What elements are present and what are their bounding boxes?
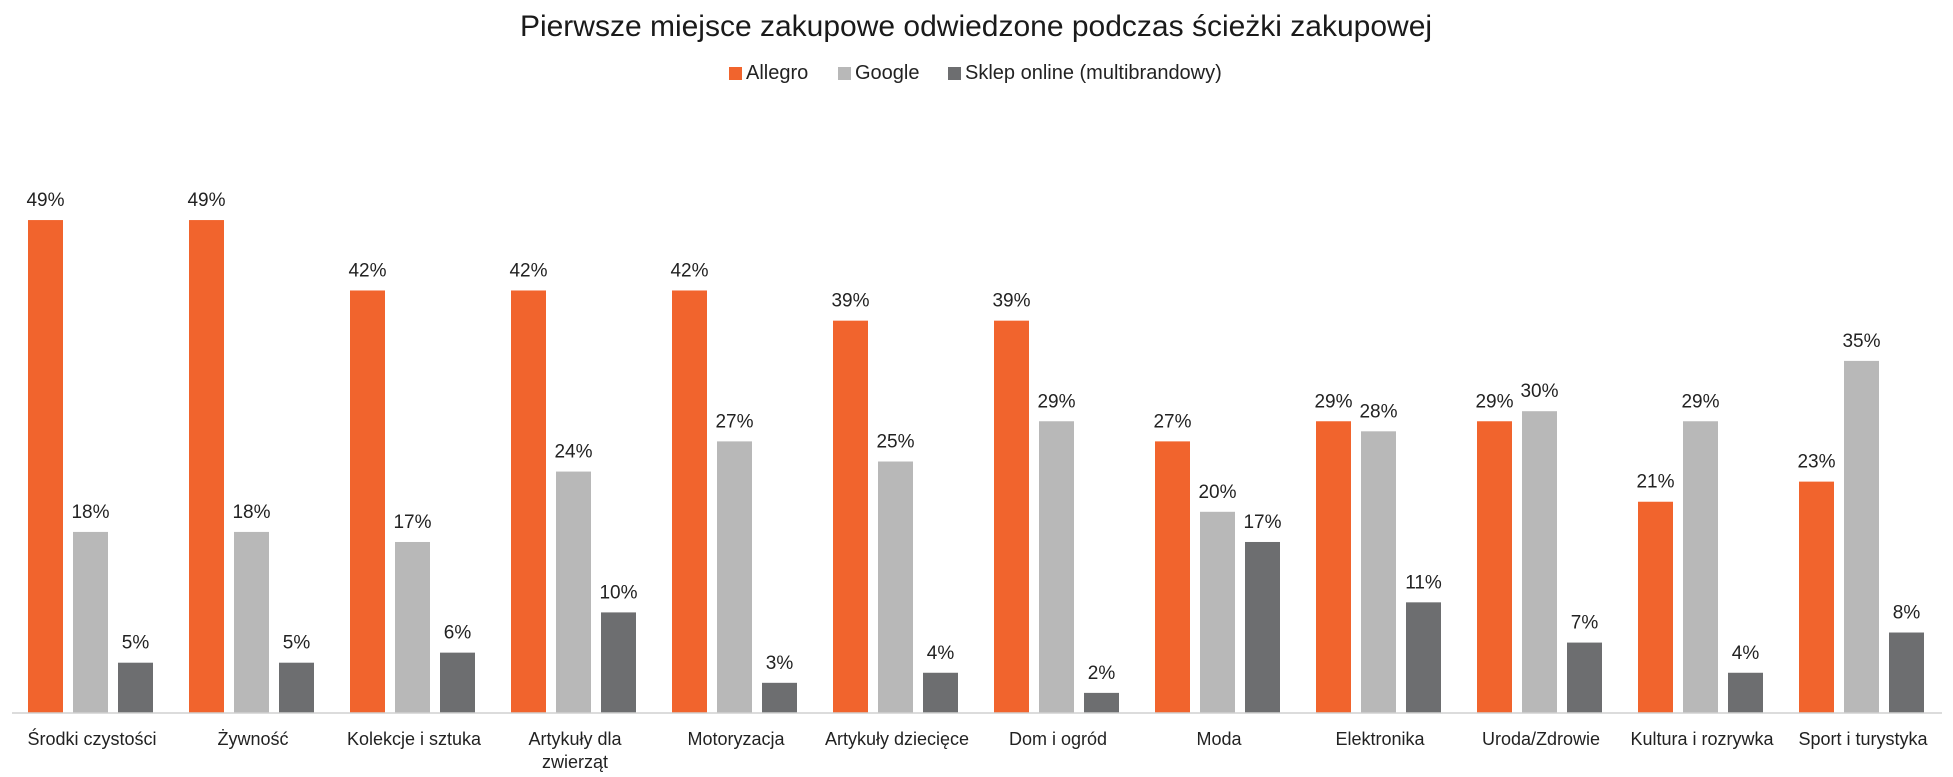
legend-label-2: Google: [855, 62, 920, 84]
value-label-3-5: 3%: [766, 653, 794, 674]
value-labels-group: 49% 18% 5% 49% 18% 5% 42% 17% 6% 42% 24% 10% 42% 27% 3…: [26, 190, 1920, 684]
bar-2-1: [73, 531, 108, 713]
value-label-2-4: 24%: [554, 442, 592, 463]
value-label-3-4: 10%: [599, 582, 637, 603]
bar-3-5: [762, 682, 797, 713]
bar-1-9: [1316, 421, 1351, 713]
value-label-2-1: 18%: [71, 502, 109, 523]
bar-3-9: [1406, 602, 1441, 713]
bar-2-11: [1683, 421, 1718, 713]
bar-2-3: [395, 541, 430, 713]
value-label-1-3: 42%: [348, 260, 386, 281]
x-tick-label-4: Artykuły dla zwierząt: [528, 729, 622, 772]
value-label-3-7: 2%: [1088, 663, 1116, 684]
value-label-1-9: 29%: [1314, 391, 1352, 412]
value-label-3-1: 5%: [122, 633, 150, 654]
value-label-1-5: 42%: [670, 260, 708, 281]
value-label-2-6: 25%: [876, 432, 914, 453]
bar-1-11: [1638, 501, 1673, 713]
value-label-2-12: 35%: [1842, 331, 1880, 352]
bar-3-8: [1245, 541, 1280, 713]
bar-1-6: [833, 320, 868, 713]
bar-3-4: [601, 612, 636, 713]
bar-2-8: [1200, 511, 1235, 713]
bar-3-11: [1728, 672, 1763, 713]
x-tick-label-6: Artykuły dziecięce: [825, 729, 969, 749]
bar-1-1: [28, 220, 63, 713]
x-tick-label-1: Środki czystości: [27, 728, 156, 749]
bar-3-7: [1084, 692, 1119, 713]
value-label-2-9: 28%: [1359, 401, 1397, 422]
value-label-3-11: 4%: [1732, 643, 1760, 664]
value-label-2-11: 29%: [1681, 391, 1719, 412]
value-label-1-11: 21%: [1636, 472, 1674, 493]
chart-title: Pierwsze miejsce zakupowe odwiedzone pod…: [520, 10, 1432, 43]
bar-2-10: [1522, 411, 1557, 713]
bar-2-6: [878, 461, 913, 713]
value-label-1-12: 23%: [1797, 452, 1835, 473]
legend: Allegro Google Sklep online (multibrandowy…: [729, 62, 1222, 84]
x-tick-label-2: Żywność: [217, 729, 288, 749]
x-tick-label-8: Moda: [1196, 729, 1242, 749]
value-label-1-1: 49%: [26, 190, 64, 211]
value-label-1-2: 49%: [187, 190, 225, 211]
x-tick-label-10: Uroda/Zdrowie: [1482, 729, 1600, 749]
bar-3-6: [923, 672, 958, 713]
value-label-3-12: 8%: [1893, 603, 1921, 624]
legend-swatch-1: [729, 67, 742, 80]
x-tick-label-5: Motoryzacja: [687, 729, 785, 749]
bar-3-12: [1889, 632, 1924, 713]
x-tick-label-7: Dom i ogród: [1009, 729, 1107, 749]
value-label-3-2: 5%: [283, 633, 311, 654]
bar-1-8: [1155, 441, 1190, 713]
bar-3-2: [279, 662, 314, 713]
x-tick-label-11: Kultura i rozrywka: [1630, 729, 1774, 749]
value-label-2-10: 30%: [1520, 381, 1558, 402]
bar-1-4: [511, 290, 546, 713]
bar-1-7: [994, 320, 1029, 713]
bar-2-12: [1844, 360, 1879, 713]
x-tick-labels-group: Środki czystości Żywność Kolekcje i sztuka…: [27, 728, 1928, 772]
value-label-2-7: 29%: [1037, 391, 1075, 412]
bar-2-5: [717, 441, 752, 713]
x-tick-label-12: Sport i turystyka: [1798, 729, 1928, 749]
bar-3-1: [118, 662, 153, 713]
bar-2-7: [1039, 421, 1074, 713]
value-label-3-3: 6%: [444, 623, 472, 644]
value-label-3-6: 4%: [927, 643, 955, 664]
bar-2-4: [556, 471, 591, 713]
value-label-2-2: 18%: [232, 502, 270, 523]
value-label-1-6: 39%: [831, 291, 869, 312]
legend-label-1: Allegro: [746, 62, 808, 84]
value-label-2-3: 17%: [393, 512, 431, 533]
legend-swatch-3: [948, 67, 961, 80]
x-tick-label-3: Kolekcje i sztuka: [347, 729, 482, 749]
value-label-3-10: 7%: [1571, 613, 1599, 634]
bar-3-3: [440, 652, 475, 713]
bar-2-2: [234, 531, 269, 713]
bar-1-3: [350, 290, 385, 713]
value-label-1-8: 27%: [1153, 411, 1191, 432]
bar-3-10: [1567, 642, 1602, 713]
bar-1-10: [1477, 421, 1512, 713]
legend-swatch-2: [838, 67, 851, 80]
value-label-2-8: 20%: [1198, 482, 1236, 503]
legend-label-3: Sklep online (multibrandowy): [965, 62, 1222, 84]
bar-1-12: [1799, 481, 1834, 713]
bar-1-5: [672, 290, 707, 713]
value-label-3-9: 11%: [1405, 572, 1442, 593]
bar-1-2: [189, 220, 224, 713]
x-tick-label-9: Elektronika: [1335, 729, 1425, 749]
value-label-2-5: 27%: [715, 411, 753, 432]
value-label-3-8: 17%: [1243, 512, 1281, 533]
value-label-1-4: 42%: [509, 260, 547, 281]
value-label-1-10: 29%: [1475, 391, 1513, 412]
bars-group: [28, 220, 1924, 713]
bar-2-9: [1361, 431, 1396, 713]
value-label-1-7: 39%: [992, 291, 1030, 312]
